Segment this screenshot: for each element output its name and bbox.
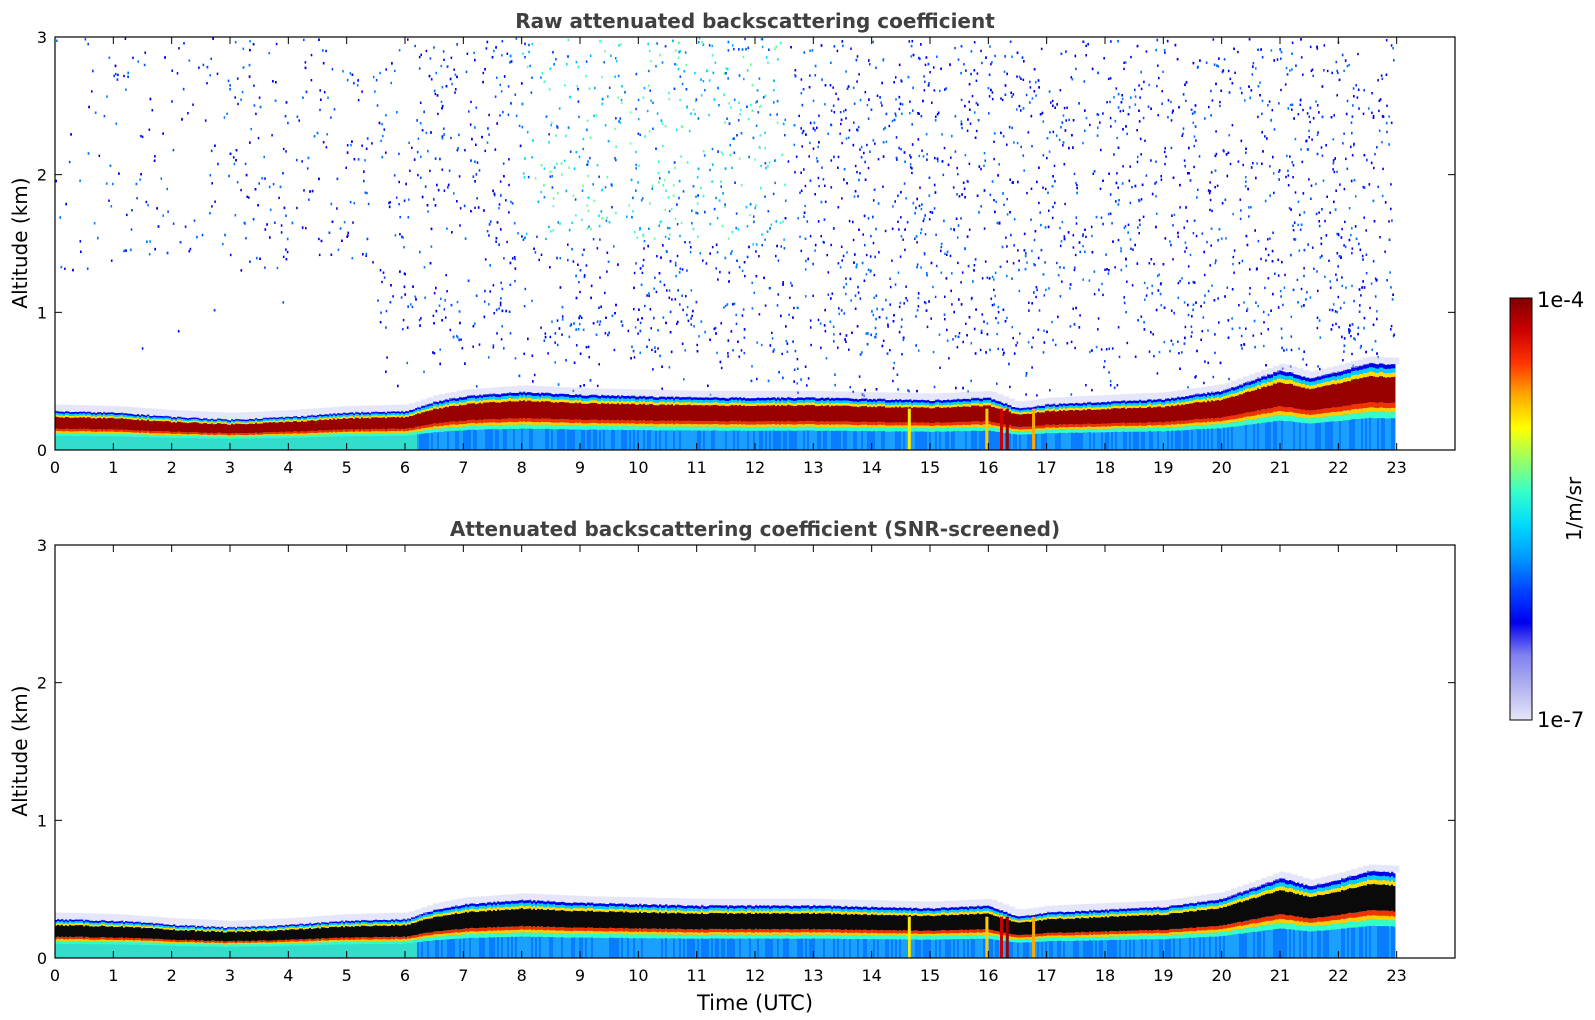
noise-speckle [55, 37, 1395, 398]
x-tick-label: 3 [225, 966, 235, 985]
x-tick-label: 9 [575, 966, 585, 985]
chart-title: Raw attenuated backscattering coefficien… [515, 9, 995, 33]
x-tick-label: 11 [686, 458, 706, 477]
y-tick-label: 1 [37, 303, 47, 322]
x-tick-label: 4 [283, 458, 293, 477]
x-tick-label: 21 [1270, 966, 1290, 985]
x-tick-label: 23 [1386, 458, 1406, 477]
x-tick-label: 12 [745, 458, 765, 477]
x-tick-label: 0 [50, 966, 60, 985]
y-tick-label: 1 [37, 811, 47, 830]
colorbar-gradient [1509, 297, 1533, 721]
y-tick-label: 2 [37, 674, 47, 693]
x-tick-label: 15 [920, 458, 940, 477]
x-tick-label: 20 [1211, 966, 1231, 985]
heatmap-area [55, 864, 1400, 958]
x-tick-label: 4 [283, 966, 293, 985]
x-tick-label: 19 [1153, 458, 1173, 477]
panel-raw: Raw attenuated backscattering coefficien… [8, 9, 1456, 477]
x-tick-label: 9 [575, 458, 585, 477]
x-tick-label: 17 [1036, 966, 1056, 985]
x-tick-label: 12 [745, 966, 765, 985]
x-tick-label: 13 [803, 966, 823, 985]
x-tick-label: 13 [803, 458, 823, 477]
y-axis-label: Altitude (km) [8, 177, 32, 308]
colorbar-unit-label: 1/m/sr [1562, 476, 1586, 541]
colorbar: 1e-4 1e-7 1/m/sr [1509, 288, 1586, 732]
x-tick-label: 17 [1036, 458, 1056, 477]
boundary-layer-band [55, 362, 1396, 450]
y-tick-label: 3 [37, 536, 47, 555]
x-tick-label: 8 [517, 966, 527, 985]
x-tick-label: 18 [1095, 966, 1115, 985]
x-tick-label: 5 [342, 458, 352, 477]
x-tick-label: 6 [400, 966, 410, 985]
x-tick-label: 1 [108, 966, 118, 985]
colorbar-min-label: 1e-7 [1537, 708, 1584, 732]
x-tick-label: 0 [50, 458, 60, 477]
x-tick-label: 14 [861, 458, 881, 477]
y-tick-label: 0 [37, 441, 47, 460]
colorbar-max-label: 1e-4 [1537, 288, 1584, 312]
chart-title: Attenuated backscattering coefficient (S… [450, 517, 1060, 541]
x-tick-label: 2 [167, 966, 177, 985]
x-tick-label: 16 [978, 458, 998, 477]
x-tick-label: 10 [628, 458, 648, 477]
layer-halo [55, 864, 1400, 928]
y-tick-label: 3 [37, 28, 47, 47]
surface-streaks [907, 916, 1036, 958]
x-tick-label: 5 [342, 966, 352, 985]
x-axis-label: Time (UTC) [696, 991, 813, 1015]
x-tick-label: 20 [1211, 458, 1231, 477]
x-tick-label: 14 [861, 966, 881, 985]
panel-snr-screened: Attenuated backscattering coefficient (S… [8, 517, 1456, 1015]
x-tick-label: 11 [686, 966, 706, 985]
x-tick-label: 21 [1270, 458, 1290, 477]
y-axis-label: Altitude (km) [8, 685, 32, 816]
x-tick-label: 2 [167, 458, 177, 477]
x-tick-label: 10 [628, 966, 648, 985]
x-tick-label: 7 [458, 966, 468, 985]
x-tick-label: 22 [1328, 458, 1348, 477]
x-axis: 0 1 2 3 4 5 6 7 8 9 10 11 12 13 14 15 16 17 18 19 20 21 22 23 [50, 37, 1407, 477]
y-axis: 0 1 2 3 [37, 28, 1455, 460]
x-tick-label: 22 [1328, 966, 1348, 985]
boundary-layer-band [55, 870, 1396, 958]
x-tick-label: 6 [400, 458, 410, 477]
x-tick-label: 18 [1095, 458, 1115, 477]
x-tick-label: 3 [225, 458, 235, 477]
x-tick-label: 1 [108, 458, 118, 477]
y-axis: 0 1 2 3 [37, 536, 1455, 968]
x-tick-label: 15 [920, 966, 940, 985]
x-axis: 0 1 2 3 4 5 6 7 8 9 10 11 12 13 14 15 16 17 18 19 20 21 22 23 [50, 545, 1407, 985]
x-tick-label: 16 [978, 966, 998, 985]
layer-halo [55, 356, 1400, 420]
y-tick-label: 2 [37, 166, 47, 185]
y-tick-label: 0 [37, 949, 47, 968]
surface-streaks [907, 408, 1036, 450]
x-tick-label: 7 [458, 458, 468, 477]
heatmap-area [55, 37, 1400, 450]
x-tick-label: 19 [1153, 966, 1173, 985]
x-tick-label: 8 [517, 458, 527, 477]
x-tick-label: 23 [1386, 966, 1406, 985]
